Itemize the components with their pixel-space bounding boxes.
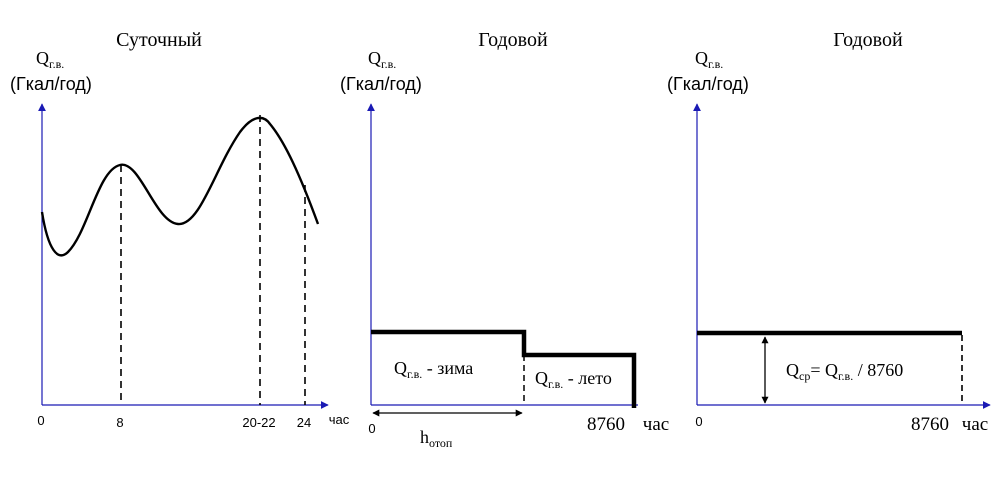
tick-label: 8 [116, 415, 123, 430]
ylabel-sub: г.в. [381, 57, 396, 71]
panel-yearly-average: Годовой Qг.в. (Гкал/год) Qср= Qг.в. / 87… [667, 29, 991, 435]
tick-label: 0 [37, 413, 44, 428]
panel-daily-ylabel: Qг.в. [36, 48, 64, 71]
summer-q: Q [535, 368, 548, 388]
ylabel-sub: г.в. [708, 57, 723, 71]
summer-text: - лето [563, 368, 612, 388]
formula-sub-avg: ср [799, 369, 810, 383]
summer-sub: г.в. [548, 377, 563, 391]
winter-q: Q [394, 358, 407, 378]
heating-period-label: hотоп [420, 427, 453, 450]
formula-q: Q [786, 360, 799, 380]
winter-label: Qг.в. - зима [394, 358, 473, 381]
ylabel-sub: г.в. [49, 57, 64, 71]
x-unit-label: час [329, 412, 350, 427]
ylabel-q: Q [36, 48, 49, 68]
panel-daily: Суточный Qг.в. (Гкал/год) 0 8 20-22 24 ч… [10, 29, 350, 430]
panel-daily-yunit: (Гкал/год) [10, 74, 92, 94]
winter-text: - зима [422, 358, 473, 378]
tick-label: 0 [368, 421, 375, 436]
tick-label: 24 [297, 415, 311, 430]
period-sub: отоп [429, 436, 453, 450]
x-unit-label: час [643, 414, 669, 435]
formula-tail: / 8760 [853, 360, 903, 380]
tick-label: 8760 [911, 414, 949, 435]
average-formula: Qср= Qг.в. / 8760 [786, 360, 903, 383]
daily-load-curve [40, 116, 320, 257]
winter-sub: г.в. [407, 367, 422, 381]
x-unit-label: час [962, 414, 988, 435]
panel-yearly-step: Годовой Qг.в. (Гкал/год) Qг.в. - зима Qг… [340, 29, 669, 450]
formula-sub-hw: г.в. [838, 369, 853, 383]
ylabel-q: Q [368, 48, 381, 68]
tick-label: 0 [695, 414, 702, 429]
tick-label: 8760 [587, 414, 625, 435]
ylabel-q: Q [695, 48, 708, 68]
summer-label: Qг.в. - лето [535, 368, 612, 391]
panel-yearly-ylabel: Qг.в. [368, 48, 396, 71]
panel-average-title: Годовой [833, 29, 903, 51]
panel-average-ylabel: Qг.в. [695, 48, 723, 71]
panel-average-yunit: (Гкал/год) [667, 74, 749, 94]
panel-yearly-yunit: (Гкал/год) [340, 74, 422, 94]
formula-eq: = Q [810, 360, 838, 380]
panel-daily-title: Суточный [116, 29, 202, 51]
tick-label: 20-22 [242, 415, 275, 430]
panel-yearly-title: Годовой [478, 29, 548, 51]
period-h: h [420, 427, 429, 447]
